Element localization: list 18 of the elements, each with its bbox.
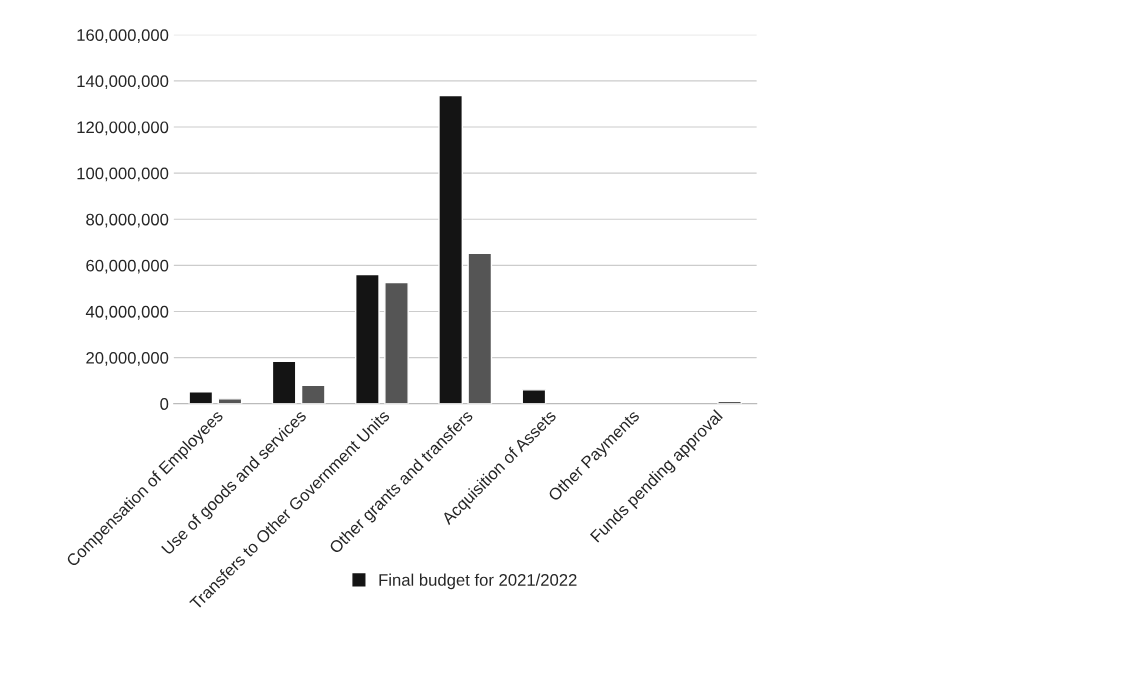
y-tick-label: 0 [160, 398, 169, 410]
bar [384, 281, 409, 404]
bar [467, 252, 493, 404]
y-tick-label: 20,000,000 [86, 351, 169, 366]
y-tick-label: 60,000,000 [86, 259, 169, 274]
y-tick-label: 120,000,000 [77, 121, 169, 136]
bar [271, 360, 297, 404]
bar [300, 384, 326, 404]
bar [521, 389, 547, 404]
y-tick-label: 160,000,000 [77, 29, 169, 43]
bar [438, 94, 463, 404]
bar [188, 390, 214, 404]
y-tick-label: 140,000,000 [77, 75, 169, 90]
legend-label: Final budget for 2021/2022 [379, 573, 577, 590]
y-tick-label: 40,000,000 [85, 305, 169, 320]
y-tick-label: 80,000,000 [86, 213, 169, 228]
bar [355, 273, 380, 404]
y-tick-label: 100,000,000 [77, 167, 169, 182]
